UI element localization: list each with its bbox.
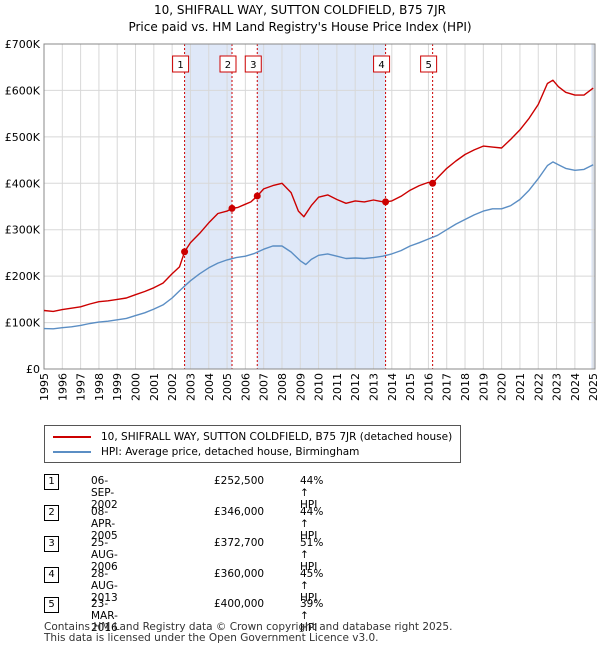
y-tick-label: £700K: [5, 38, 41, 51]
sale-label-box: [244, 55, 262, 73]
price-chart: 1 2 3 4 5 £0 £100K £200K £300K £400K £500K £600K £70…: [5, 38, 600, 401]
sale-hpi-diff: 39% ↑ HPI: [300, 598, 324, 634]
y-tick-label: £500K: [5, 131, 41, 144]
sale-hpi-diff: 45% ↑ HPI: [300, 568, 324, 604]
sale-point: [429, 179, 437, 187]
legend-label-hpi: HPI: Average price, detached house, Birm…: [101, 446, 360, 458]
x-tick-label: 2005: [221, 373, 234, 401]
x-tick-label: 2010: [313, 373, 326, 401]
x-tick-label: 2007: [258, 373, 271, 401]
x-tick-label: 2009: [294, 373, 307, 401]
x-tick-label: 2016: [422, 373, 435, 401]
y-tick-label: £600K: [5, 84, 41, 97]
legend-label-property: 10, SHIFRALL WAY, SUTTON COLDFIELD, B75 …: [101, 431, 453, 443]
sale-date: 08-APR-2005: [91, 506, 118, 542]
x-tick-label: 1999: [111, 373, 124, 401]
legend-swatch-property: [53, 436, 91, 438]
sale-point: [382, 198, 390, 206]
sale-label-box: [172, 55, 190, 73]
x-tick-label: 2014: [386, 373, 399, 401]
footer-copyright: Contains HM Land Registry data © Crown c…: [44, 621, 453, 633]
x-tick-label: 2001: [148, 373, 161, 401]
sale-point: [228, 204, 236, 212]
sale-label-number: 2: [225, 60, 231, 71]
sale-hpi-diff: 44% ↑ HPI: [300, 475, 324, 511]
x-tick-label: 2004: [203, 373, 216, 401]
sale-price: £252,500: [214, 475, 265, 487]
sale-date: 06-SEP-2002: [91, 475, 118, 511]
x-tick-label: 2022: [532, 373, 545, 401]
sale-label-box: [373, 55, 391, 73]
x-tick-label: 2019: [477, 373, 490, 401]
sale-label-number: 5: [425, 60, 431, 71]
plot-border: [43, 43, 596, 370]
sale-hpi-diff: 51% ↑ HPI: [300, 537, 324, 573]
sale-date: 28-AUG-2013: [91, 568, 118, 604]
sale-number-badge: 5: [44, 597, 59, 613]
sale-label-box: [219, 55, 237, 73]
x-tick-label: 2023: [551, 373, 564, 401]
x-tick-label: 2008: [276, 373, 289, 401]
sale-number-badge: 1: [44, 474, 59, 490]
x-tick-label: 2015: [404, 373, 417, 401]
sale-point: [253, 192, 261, 200]
sale-point: [181, 248, 189, 256]
x-tick-label: 1996: [56, 373, 69, 401]
x-tick-label: 2006: [239, 373, 252, 401]
sale-date: 23-MAR-2016: [91, 598, 118, 634]
sale-date: 25-AUG-2006: [91, 537, 118, 573]
sale-hpi-diff: 44% ↑ HPI: [300, 506, 324, 542]
x-tick-label: 2000: [130, 373, 143, 401]
x-tick-label: 2012: [349, 373, 362, 401]
sale-label-number: 1: [177, 60, 183, 71]
y-tick-label: £100K: [5, 317, 41, 330]
x-tick-label: 2011: [331, 373, 344, 401]
sale-label-number: 4: [378, 60, 384, 71]
x-tick-label: 2018: [459, 373, 472, 401]
chart-title-line1: 10, SHIFRALL WAY, SUTTON COLDFIELD, B75 …: [154, 3, 446, 17]
x-tick-label: 2020: [496, 373, 509, 401]
x-tick-label: 2024: [569, 373, 582, 401]
x-tick-label: 1998: [93, 373, 106, 401]
x-tick-label: 1997: [75, 373, 88, 401]
sale-number-badge: 2: [44, 505, 59, 521]
legend-item-hpi: HPI: Average price, detached house, Birm…: [53, 445, 359, 459]
y-tick-label: £0: [26, 363, 40, 376]
sale-label-box: [420, 55, 438, 73]
chart-title-line2: Price paid vs. HM Land Registry's House …: [128, 20, 472, 34]
y-tick-label: £300K: [5, 224, 41, 237]
sale-number-badge: 3: [44, 536, 59, 552]
x-tick-label: 2021: [514, 373, 527, 401]
sale-period-band: [257, 44, 386, 369]
footer-licence: This data is licensed under the Open Gov…: [44, 632, 379, 644]
hpi-line: [43, 161, 594, 330]
sale-price: £346,000: [214, 506, 265, 518]
y-tick-label: £400K: [5, 177, 41, 190]
x-tick-label: 1995: [38, 373, 51, 401]
x-tick-label: 2003: [184, 373, 197, 401]
x-tick-label: 2013: [368, 373, 381, 401]
y-tick-label: £200K: [5, 270, 41, 283]
x-tick-label: 2002: [166, 373, 179, 401]
sale-price: £400,000: [214, 598, 265, 610]
sale-price: £360,000: [214, 568, 265, 580]
legend-item-property: 10, SHIFRALL WAY, SUTTON COLDFIELD, B75 …: [53, 430, 452, 444]
x-tick-label: 2025: [587, 373, 600, 401]
sale-label-number: 3: [250, 60, 256, 71]
x-tick-label: 2017: [441, 373, 454, 401]
sale-price: £372,700: [214, 537, 265, 549]
property-price-line: [43, 79, 594, 313]
chart-legend: 10, SHIFRALL WAY, SUTTON COLDFIELD, B75 …: [44, 425, 461, 463]
sale-number-badge: 4: [44, 567, 59, 583]
legend-swatch-hpi: [53, 451, 91, 453]
